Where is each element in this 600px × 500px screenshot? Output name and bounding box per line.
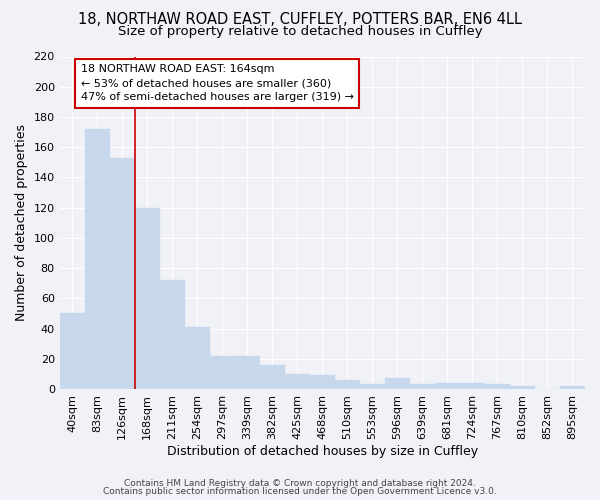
Bar <box>285 374 310 389</box>
Bar <box>460 383 485 389</box>
Bar <box>560 386 585 389</box>
Text: Contains HM Land Registry data © Crown copyright and database right 2024.: Contains HM Land Registry data © Crown c… <box>124 478 476 488</box>
Bar <box>210 356 235 389</box>
Text: 18, NORTHAW ROAD EAST, CUFFLEY, POTTERS BAR, EN6 4LL: 18, NORTHAW ROAD EAST, CUFFLEY, POTTERS … <box>78 12 522 28</box>
Bar <box>85 129 110 389</box>
Bar <box>185 327 210 389</box>
Text: Contains public sector information licensed under the Open Government Licence v3: Contains public sector information licen… <box>103 487 497 496</box>
Bar <box>235 356 260 389</box>
Bar <box>360 384 385 389</box>
Bar <box>135 208 160 389</box>
Y-axis label: Number of detached properties: Number of detached properties <box>15 124 28 321</box>
Bar <box>310 376 335 389</box>
X-axis label: Distribution of detached houses by size in Cuffley: Distribution of detached houses by size … <box>167 444 478 458</box>
Text: Size of property relative to detached houses in Cuffley: Size of property relative to detached ho… <box>118 25 482 38</box>
Bar <box>160 280 185 389</box>
Bar <box>435 383 460 389</box>
Bar <box>410 384 435 389</box>
Bar <box>510 386 535 389</box>
Text: 18 NORTHAW ROAD EAST: 164sqm
← 53% of detached houses are smaller (360)
47% of s: 18 NORTHAW ROAD EAST: 164sqm ← 53% of de… <box>81 64 354 102</box>
Bar <box>110 158 135 389</box>
Bar <box>385 378 410 389</box>
Bar <box>485 384 510 389</box>
Bar <box>260 365 285 389</box>
Bar <box>335 380 360 389</box>
Bar <box>59 314 85 389</box>
